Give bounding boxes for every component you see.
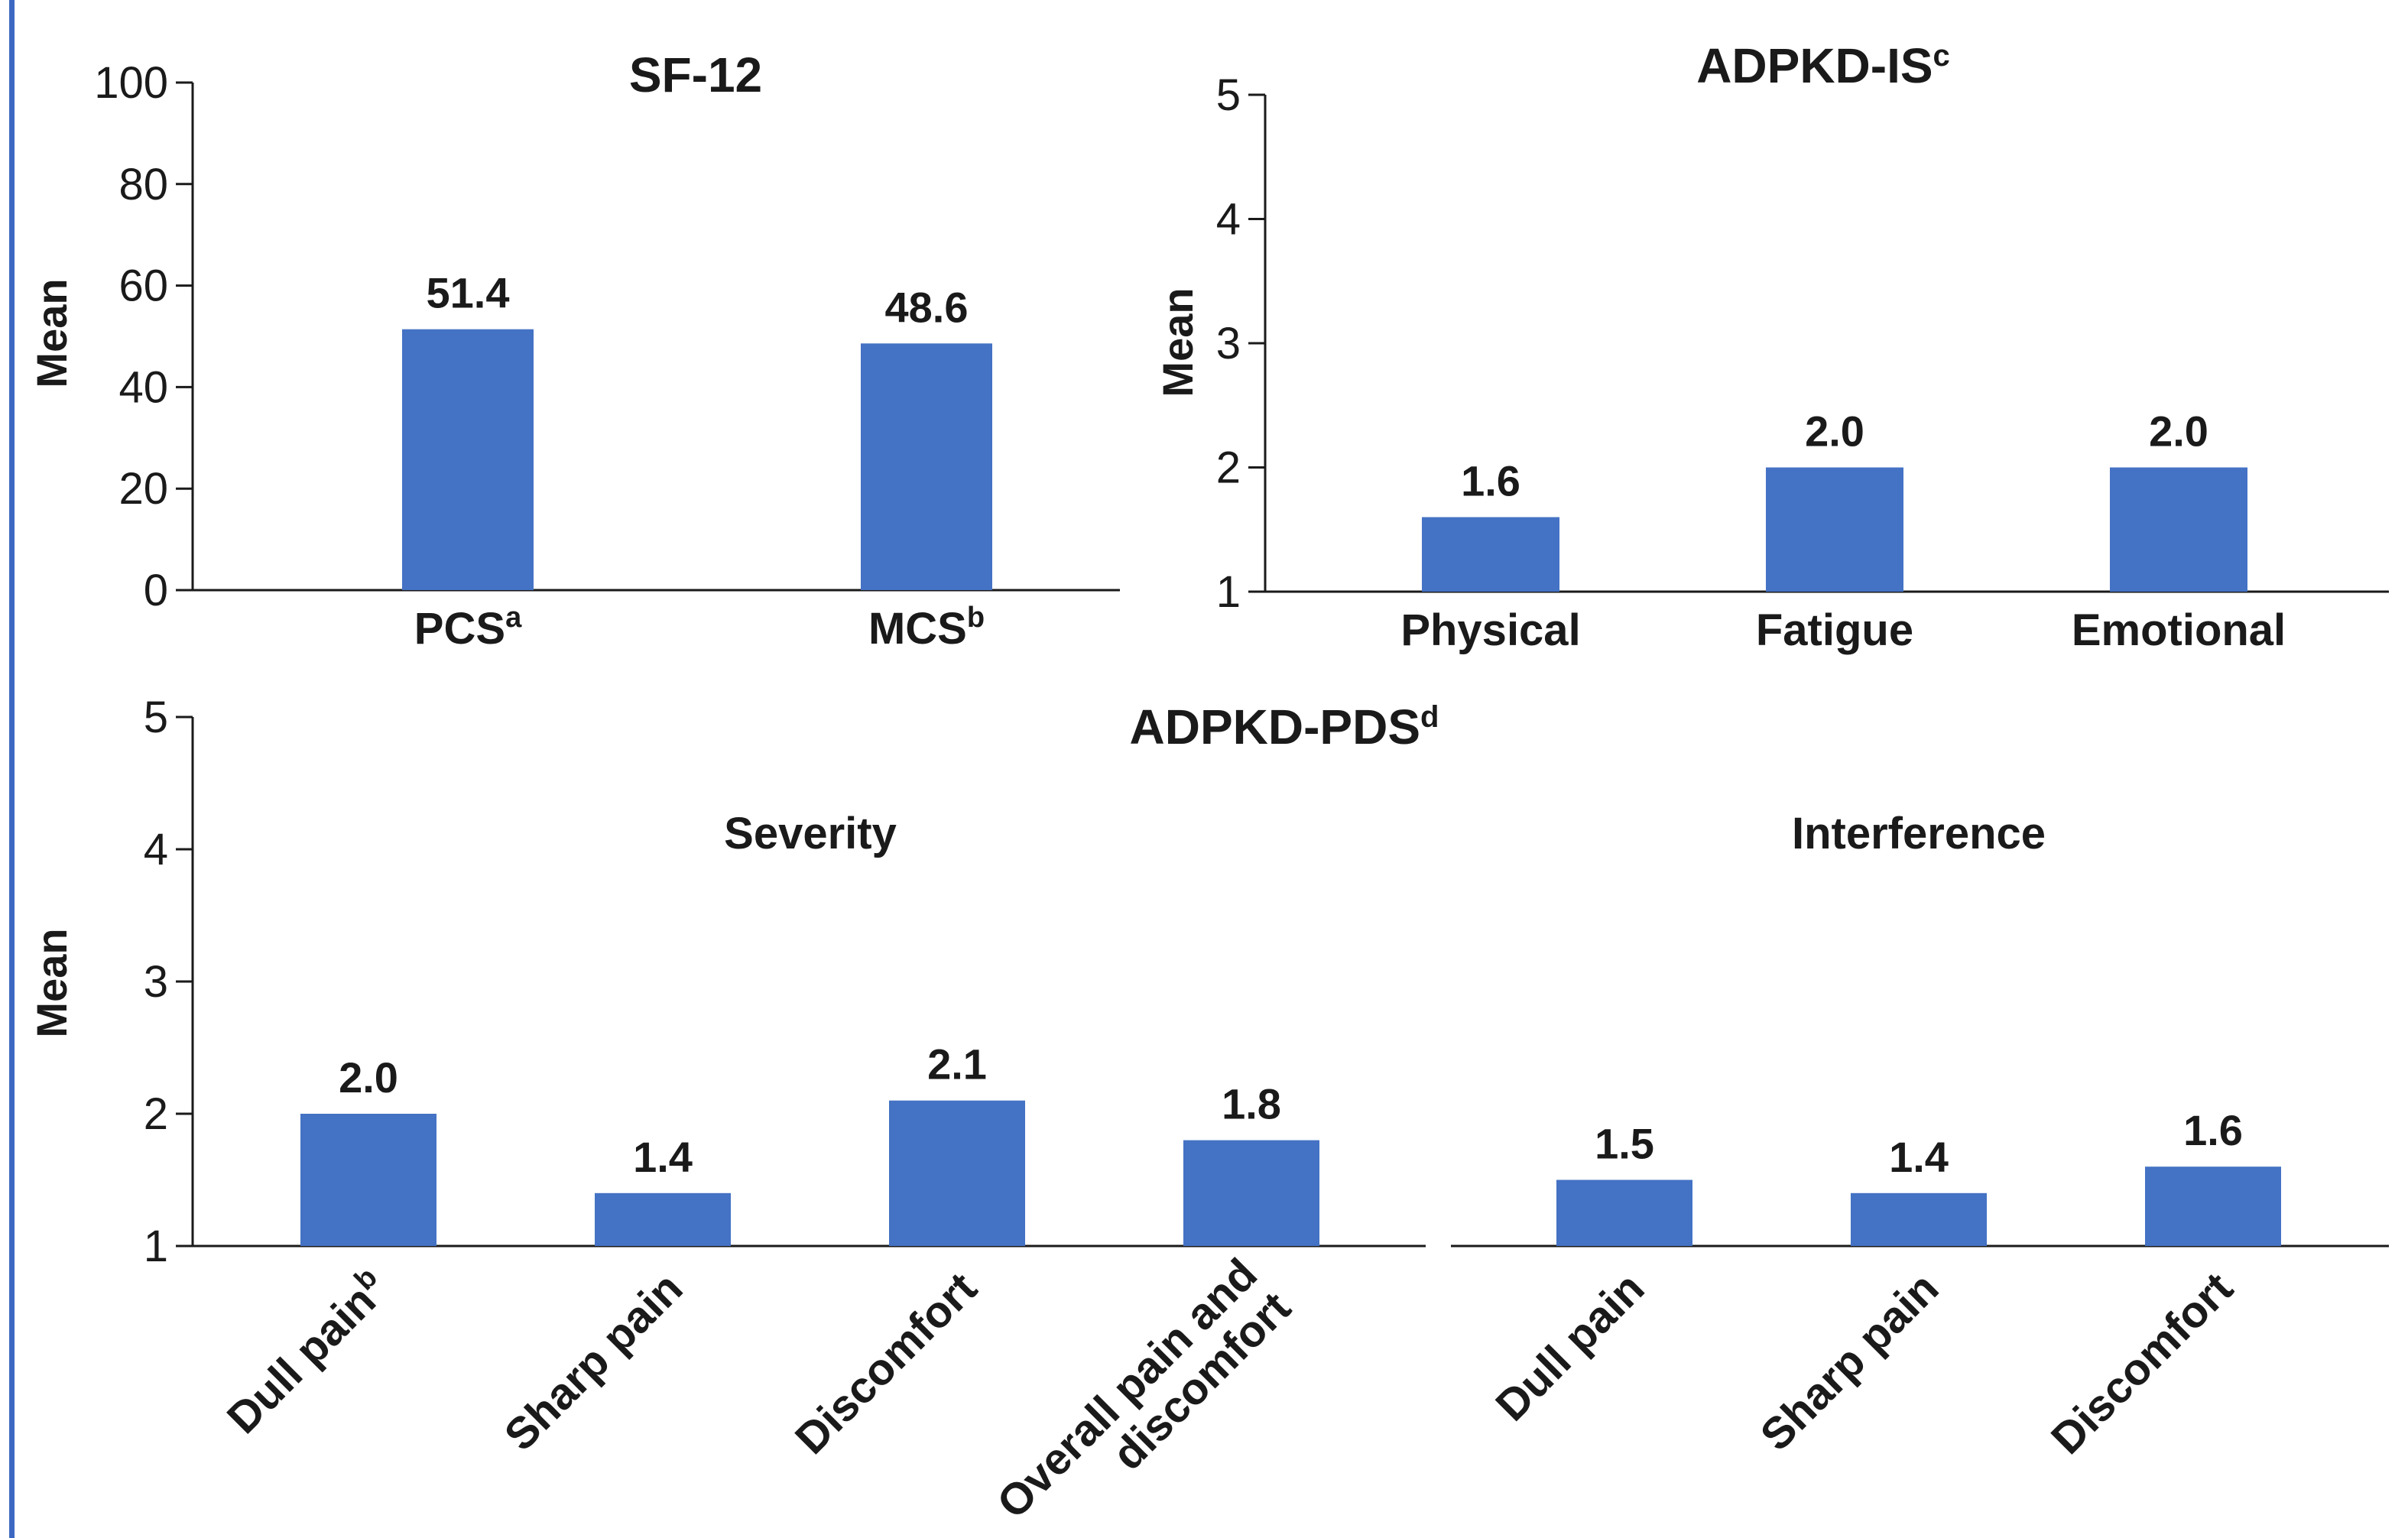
adpkd-is-y-tick-label: 1 [1216, 567, 1241, 617]
severity-bar-dull-pain [300, 1114, 436, 1246]
sf12-value-label-pcs: 51.4 [427, 269, 510, 317]
adpkd-pds-y-tick-label: 3 [144, 957, 168, 1007]
adpkd-is-bar-fatigue [1766, 467, 1903, 592]
adpkd-is-title-superscript: c [1933, 39, 1950, 73]
sf12-bar-mcs [861, 343, 992, 590]
severity-x-tick-label-overall-pain-and-discomfort: Overall pain anddiscomfort [988, 1249, 1300, 1538]
adpkd-is-value-label-emotional: 2.0 [2149, 407, 2208, 456]
sf12-x-tick-label-pcs: PCSa [414, 602, 522, 654]
adpkd-is-bar-emotional [2110, 467, 2247, 592]
severity-value-label-overall-pain-and-discomfort: 1.8 [1222, 1080, 1281, 1128]
adpkd-is-x-tick-label-emotional: Emotional [2072, 605, 2286, 655]
adpkd-pds-title-superscript: d [1420, 700, 1439, 734]
adpkd-pds-title: ADPKD-PDSd [1130, 699, 1439, 754]
sf12-bar-pcs [402, 329, 534, 590]
sf12-y-tick-label: 80 [118, 160, 168, 209]
interference-x-tick-label-dull-pain: Dull pain [1486, 1263, 1653, 1430]
sf12-y-tick-label: 40 [118, 362, 168, 412]
adpkd-pds-panel: ADPKD-PDSd Severity Interference Mean 1 2… [28, 693, 2389, 1538]
adpkd-is-y-tick-label: 3 [1216, 319, 1241, 368]
severity-x-tick-label-discomfort: Discomfort [786, 1263, 986, 1463]
severity-bar-overall-pain-and-discomfort [1183, 1140, 1319, 1246]
sf12-value-label-mcs: 48.6 [885, 283, 969, 331]
adpkd-is-y-axis-label: Mean [1154, 287, 1202, 397]
severity-value-label-sharp-pain: 1.4 [633, 1133, 693, 1181]
interference-group-label: Interference [1792, 809, 2046, 858]
adpkd-pds-y-tick-label: 5 [144, 693, 168, 742]
adpkd-pds-y-tick-label: 1 [144, 1222, 168, 1271]
interference-x-tick-label-discomfort: Discomfort [2042, 1263, 2242, 1463]
adpkd-is-x-tick-label-physical: Physical [1400, 605, 1580, 655]
adpkd-pds-y-axis-label: Mean [28, 928, 76, 1037]
severity-group-label: Severity [724, 809, 897, 858]
adpkd-is-value-label-physical: 1.6 [1461, 457, 1520, 505]
sf12-x-tick-label-mcs: MCSb [868, 602, 985, 654]
sf12-y-tick-label: 60 [118, 261, 168, 311]
adpkd-pds-y-tick-label: 2 [144, 1089, 168, 1139]
severity-x-tick-label-sharp-pain: Sharp pain [495, 1263, 692, 1460]
interference-value-label-discomfort: 1.6 [2183, 1106, 2243, 1154]
adpkd-is-y-tick-label: 2 [1216, 443, 1241, 493]
interference-bar-dull-pain [1556, 1179, 1692, 1246]
severity-x-tick-label-dull-pain: Dull painb [216, 1261, 398, 1443]
adpkd-is-value-label-fatigue: 2.0 [1805, 407, 1864, 456]
adpkd-pds-plot: 1 2 3 4 5 2.0 Dull painb 1.4 Sharp pain 2.1 Discom… [144, 693, 2389, 1538]
adpkd-is-y-tick-label: 5 [1216, 70, 1241, 120]
severity-value-label-dull-pain: 2.0 [339, 1053, 398, 1102]
severity-value-label-discomfort: 2.1 [927, 1040, 987, 1089]
severity-bar-sharp-pain [595, 1192, 731, 1246]
adpkd-is-x-tick-label-fatigue: Fatigue [1756, 605, 1913, 655]
sf12-y-tick-label: 100 [94, 58, 168, 108]
sf12-y-axis-label: Mean [28, 278, 76, 388]
adpkd-is-plot: 1 2 3 4 5 1.6 Physical 2.0 Fatigue 2.0 Emotional [1216, 70, 2389, 655]
sf12-plot: 0 20 40 60 80 100 51.4 PCSa 48.6 MCSb [94, 58, 1120, 654]
sf12-y-tick-label: 20 [118, 464, 168, 514]
sf12-y-tick-label: 0 [144, 566, 168, 615]
interference-value-label-sharp-pain: 1.4 [1889, 1133, 1949, 1181]
adpkd-is-panel: ADPKD-ISc Mean 1 2 3 4 5 1.6 Physical 2.0 Fatigu… [1154, 38, 2389, 655]
sf12-panel: SF-12 Mean 0 20 40 60 80 100 51.4 PCSa 48.6 MCSb [28, 47, 1120, 654]
severity-bar-discomfort [889, 1100, 1025, 1246]
adpkd-is-y-tick-label: 4 [1216, 195, 1241, 245]
interference-bar-sharp-pain [1851, 1192, 1987, 1246]
interference-x-tick-label-sharp-pain: Sharp pain [1751, 1263, 1948, 1460]
interference-bar-discomfort [2145, 1166, 2281, 1246]
adpkd-pds-y-tick-label: 4 [144, 825, 168, 874]
left-frame-line [9, 0, 15, 1538]
interference-value-label-dull-pain: 1.5 [1595, 1120, 1654, 1168]
adpkd-is-title: ADPKD-ISc [1696, 38, 1950, 93]
adpkd-is-bar-physical [1422, 517, 1559, 592]
sf12-title: SF-12 [629, 47, 762, 102]
